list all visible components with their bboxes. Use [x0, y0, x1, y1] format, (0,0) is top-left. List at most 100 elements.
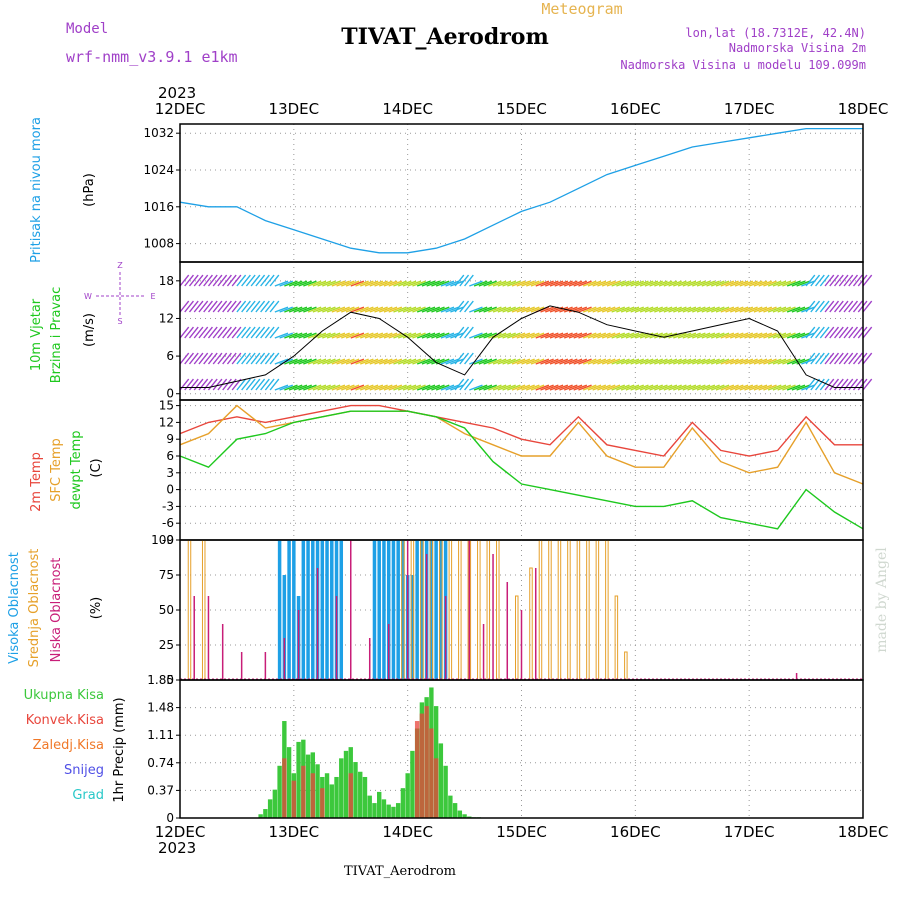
- wind-arrow: [862, 326, 873, 339]
- wind-unit: (m/s): [82, 313, 97, 347]
- watermark: made by Angel: [874, 547, 890, 653]
- wind-arrow: [440, 384, 455, 391]
- wind-arrow: [298, 280, 312, 287]
- wind-arrow: [819, 300, 830, 313]
- wind-arrow: [777, 280, 792, 287]
- wind-arrow: [416, 332, 431, 339]
- precip-bar: [419, 713, 425, 818]
- wind-arrow: [488, 358, 502, 365]
- wind-arrow: [810, 326, 821, 339]
- wind-arrow: [635, 280, 649, 287]
- wind-arrow: [587, 280, 602, 287]
- wind-arrow: [639, 384, 654, 391]
- wind-arrow: [744, 332, 758, 339]
- wind-arrow: [639, 280, 654, 287]
- cloud-bar: [240, 652, 243, 680]
- wind-arrow: [544, 280, 559, 287]
- wind-arrow: [549, 280, 564, 287]
- wind-arrow: [791, 358, 806, 365]
- wind-arrow: [469, 384, 483, 391]
- precip-bar: [457, 810, 463, 818]
- wind-arrow: [616, 332, 630, 339]
- y-tick-label: 0: [166, 387, 174, 401]
- wind-arrow: [492, 384, 507, 391]
- wind-arrow: [336, 358, 350, 365]
- wind-arrow: [573, 358, 588, 365]
- wind-arrow: [592, 358, 607, 365]
- precip-bar: [310, 773, 316, 818]
- wind-arrow: [720, 332, 735, 339]
- wind-arrow: [843, 300, 854, 313]
- wind-arrow: [734, 358, 749, 365]
- cloud-bar: [320, 540, 325, 680]
- wind-arrow: [383, 280, 398, 287]
- wind-arrow: [369, 306, 384, 313]
- wind-arrow: [492, 306, 507, 313]
- wind-arrow: [226, 352, 237, 365]
- wind-arrow: [544, 306, 559, 313]
- y-tick-label: 75: [159, 568, 174, 582]
- wind-arrow: [469, 358, 483, 365]
- wind-arrow: [772, 306, 787, 313]
- cloud-bar: [377, 540, 381, 680]
- wind-arrow: [725, 358, 739, 365]
- x-tick-label-top: 16DEC: [610, 100, 661, 118]
- wind-arrow: [530, 280, 545, 287]
- cloud-bar: [387, 624, 390, 680]
- wind-arrow: [843, 378, 854, 391]
- wind-arrow: [378, 358, 393, 365]
- wind-arrow: [431, 332, 445, 339]
- wind-arrow: [222, 300, 232, 313]
- wind-arrow: [317, 358, 331, 365]
- panel-5-frame: [179, 679, 864, 819]
- wind-arrow: [725, 384, 739, 391]
- wind-arrow: [710, 306, 725, 313]
- wind-arrow: [782, 332, 796, 339]
- wind-arrow: [824, 300, 835, 313]
- wind-arrow: [298, 332, 312, 339]
- wind-arrow: [198, 352, 209, 365]
- cloud-bar: [605, 539, 609, 681]
- wind-arrow: [454, 378, 465, 391]
- wind-arrow: [364, 358, 379, 365]
- wind-arrow: [193, 300, 204, 313]
- chart-panels: 1008 1016 1024 1032 0 6 12 18 15 12 9 6 3 0 -3 -6 -9 0 25 5…: [143, 123, 873, 825]
- wind-arrow: [649, 384, 663, 391]
- wind-arrow: [606, 332, 621, 339]
- wind-arrow: [630, 384, 644, 391]
- wind-arrow: [668, 306, 682, 313]
- wind-arrow: [445, 332, 460, 339]
- wind-arrow: [203, 352, 213, 365]
- wind-arrow: [767, 306, 782, 313]
- wind-arrow: [322, 306, 336, 313]
- wind-arrow: [578, 306, 592, 313]
- wind-arrow: [682, 358, 697, 365]
- wind-arrow: [630, 280, 644, 287]
- wind-arrow: [763, 306, 777, 313]
- wind-arrow: [692, 332, 706, 339]
- wind-arrow: [677, 358, 692, 365]
- precip-bar: [267, 799, 273, 818]
- wind-arrow: [578, 358, 592, 365]
- wind-arrow: [198, 300, 209, 313]
- wind-arrow: [188, 352, 199, 365]
- wind-arrow: [322, 384, 336, 391]
- wind-arrow: [222, 352, 232, 365]
- wind-arrow: [431, 280, 445, 287]
- wind-arrow: [407, 358, 422, 365]
- wind-arrow: [696, 280, 711, 287]
- wind-arrow: [530, 306, 545, 313]
- wind-arrow: [715, 358, 730, 365]
- precip-bar: [343, 750, 349, 818]
- wind-arrow: [687, 280, 701, 287]
- cloud-bar: [429, 540, 434, 680]
- wind-arrow: [526, 358, 540, 365]
- cloud-bar: [264, 652, 267, 680]
- wind-arrow: [677, 384, 692, 391]
- wind-arrow: [492, 332, 507, 339]
- wind-arrow: [696, 358, 711, 365]
- y-tick-label: 1.11: [147, 728, 174, 742]
- wind-arrow: [435, 332, 450, 339]
- wind-arrow: [658, 306, 673, 313]
- cloud-bar: [277, 540, 282, 680]
